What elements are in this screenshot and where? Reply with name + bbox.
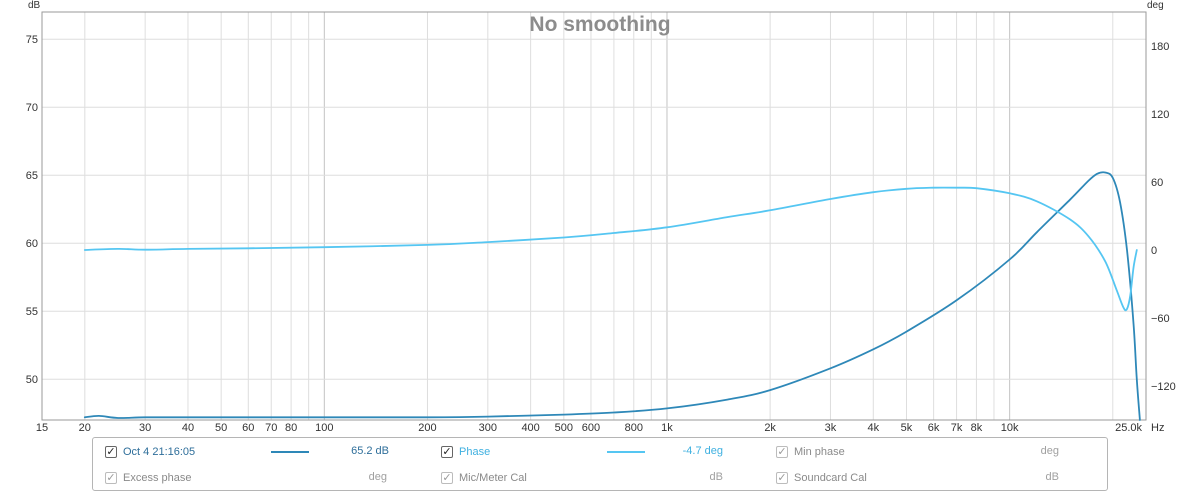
y-left-tick-label: 70 (26, 102, 38, 114)
y-left-tick-label: 65 (26, 170, 38, 182)
phase-line-swatch (607, 451, 645, 453)
x-tick-label: 300 (479, 422, 497, 434)
x-tick-label: 10k (1001, 422, 1019, 434)
excess-phase-value: deg (368, 471, 387, 483)
series-curves (83, 171, 1141, 421)
plot-frame (41, 11, 1147, 421)
y-right-tick-label: 180 (1151, 41, 1169, 53)
legend-row-2: ✓ Excess phase deg ✓ Mic/Meter Cal dB ✓ … (93, 465, 1107, 491)
x-axis-unit: Hz (1151, 422, 1164, 434)
x-tick-label: 15 (36, 422, 48, 434)
x-tick-label: 800 (625, 422, 643, 434)
x-tick-label: 30 (139, 422, 151, 434)
phase-value: -4.7 deg (682, 445, 723, 457)
axis-ticks: 15 20 30 40 50 60 70 80 100 200 300 400 500 600 800 1k 2… (26, 34, 1176, 434)
y-left-tick-label: 55 (26, 306, 38, 318)
legend-row-1: ✓ Oct 4 21:16:05 65.2 dB ✓ Phase -4.7 de… (93, 439, 1107, 465)
x-tick-label: 40 (182, 422, 194, 434)
grid-lines (42, 12, 1146, 420)
soundcard-cal-value: dB (1045, 471, 1059, 483)
measurement-label: Oct 4 21:16:05 (123, 446, 196, 458)
legend-item-measurement[interactable]: ✓ Oct 4 21:16:05 (105, 439, 195, 465)
x-tick-label: 60 (242, 422, 254, 434)
y-right-tick-label: 60 (1151, 177, 1163, 189)
legend-item-excess-phase[interactable]: ✓ Excess phase (105, 465, 191, 491)
x-tick-label: 6k (928, 422, 940, 434)
x-tick-label: 8k (971, 422, 983, 434)
spl-curve (83, 171, 1141, 421)
x-tick-label: 100 (315, 422, 333, 434)
excess-phase-checkbox[interactable]: ✓ (105, 471, 117, 484)
mic-meter-cal-label: Mic/Meter Cal (459, 472, 527, 484)
x-tick-label: 2k (764, 422, 776, 434)
x-tick-label: 200 (418, 422, 436, 434)
x-tick-label: 25.0k (1115, 422, 1142, 434)
min-phase-value: deg (1040, 445, 1059, 457)
y-right-tick-label: −120 (1151, 381, 1176, 393)
mic-meter-cal-checkbox[interactable]: ✓ (441, 471, 453, 484)
legend-item-soundcard-cal[interactable]: ✓ Soundcard Cal (776, 465, 867, 491)
x-tick-label: 400 (521, 422, 539, 434)
x-tick-label: 4k (867, 422, 879, 434)
min-phase-checkbox[interactable]: ✓ (776, 445, 788, 458)
x-tick-label: 5k (901, 422, 913, 434)
legend-panel: ✓ Oct 4 21:16:05 65.2 dB ✓ Phase -4.7 de… (92, 437, 1108, 491)
legend-item-min-phase[interactable]: ✓ Min phase (776, 439, 845, 465)
min-phase-label: Min phase (794, 446, 845, 458)
y-right-tick-label: −60 (1151, 313, 1170, 325)
soundcard-cal-label: Soundcard Cal (794, 472, 867, 484)
y-right-tick-label: 0 (1151, 245, 1157, 257)
x-tick-label: 7k (951, 422, 963, 434)
frequency-response-chart[interactable]: No smoothing dB deg Hz 15 20 30 40 50 60 70 80 1… (0, 0, 1200, 436)
x-tick-label: 20 (79, 422, 91, 434)
phase-label: Phase (459, 446, 491, 458)
y-left-tick-label: 60 (26, 238, 38, 250)
x-tick-label: 1k (661, 422, 673, 434)
phase-checkbox[interactable]: ✓ (441, 445, 453, 458)
y-left-tick-label: 50 (26, 374, 38, 386)
right-axis-unit: deg (1147, 0, 1164, 11)
soundcard-cal-checkbox[interactable]: ✓ (776, 471, 788, 484)
x-tick-label: 600 (582, 422, 600, 434)
y-left-tick-label: 75 (26, 34, 38, 46)
chart-title: No smoothing (529, 13, 670, 36)
x-tick-label: 80 (285, 422, 297, 434)
x-tick-label: 50 (215, 422, 227, 434)
excess-phase-label: Excess phase (123, 472, 192, 484)
measurement-line-swatch (271, 451, 309, 453)
x-tick-label: 500 (555, 422, 573, 434)
legend-item-phase[interactable]: ✓ Phase (441, 439, 490, 465)
left-axis-unit: dB (28, 0, 41, 11)
measurement-value: 65.2 dB (351, 445, 389, 457)
x-tick-label: 70 (265, 422, 277, 434)
mic-meter-cal-value: dB (709, 471, 723, 483)
legend-item-mic-meter-cal[interactable]: ✓ Mic/Meter Cal (441, 465, 527, 491)
phase-curve (83, 186, 1138, 312)
x-tick-label: 3k (825, 422, 837, 434)
measurement-checkbox[interactable]: ✓ (105, 445, 117, 458)
y-right-tick-label: 120 (1151, 109, 1169, 121)
